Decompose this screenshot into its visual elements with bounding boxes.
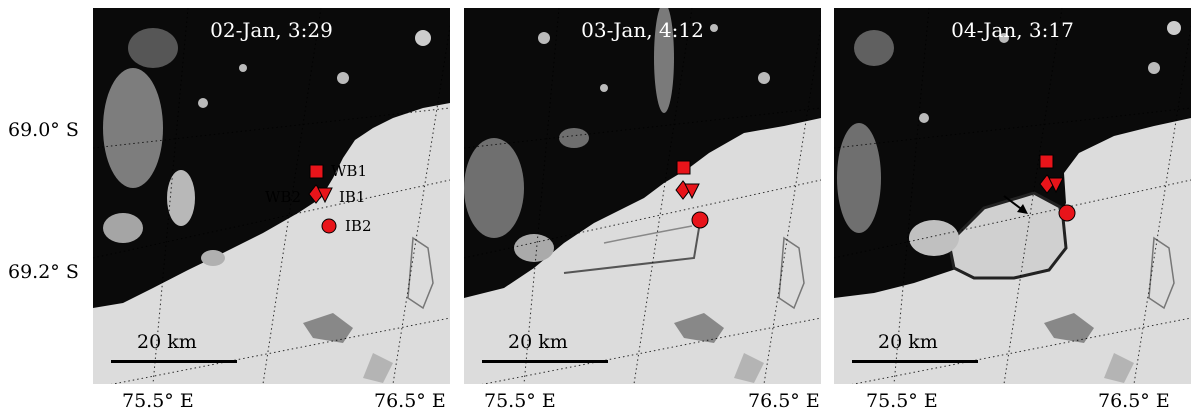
label-ib1: IB1 [339,188,366,206]
lon-label-76-5-p2: 76.5° E [748,390,820,412]
panel-3-title: 04-Jan, 3:17 [951,18,1074,42]
scale-bar-1 [111,360,237,363]
label-wb1: WB1 [331,162,367,180]
scale-bar-2 [482,360,608,363]
label-wb2: WB2 [265,188,301,206]
scale-label-2: 20 km [508,331,568,353]
lon-label-75-5-p2: 75.5° E [484,390,556,412]
map-panel-3: 04-Jan, 3:17 20 km [834,8,1191,384]
lon-label-76-5-p1: 76.5° E [374,390,446,412]
scale-bar-3 [852,360,978,363]
lon-label-75-5-p3: 75.5° E [866,390,938,412]
lon-label-76-5-p3: 76.5° E [1098,390,1170,412]
arrow-icon [1003,195,1028,214]
lat-label-69-2: 69.2° S [8,261,79,283]
label-ib2: IB2 [345,217,372,235]
panel-2-title: 03-Jan, 4:12 [581,18,704,42]
lat-label-69-0: 69.0° S [8,119,79,141]
panel-1-title: 02-Jan, 3:29 [210,18,333,42]
scale-label-1: 20 km [137,331,197,353]
satellite-image-2 [464,8,821,384]
map-panel-1: 02-Jan, 3:29 WB1 WB2 IB1 IB2 20 km [93,8,450,384]
map-panel-2: 03-Jan, 4:12 20 km [464,8,821,384]
lon-label-75-5-p1: 75.5° E [122,390,194,412]
scale-label-3: 20 km [878,331,938,353]
satellite-image-1 [93,8,450,384]
satellite-image-3 [834,8,1191,384]
